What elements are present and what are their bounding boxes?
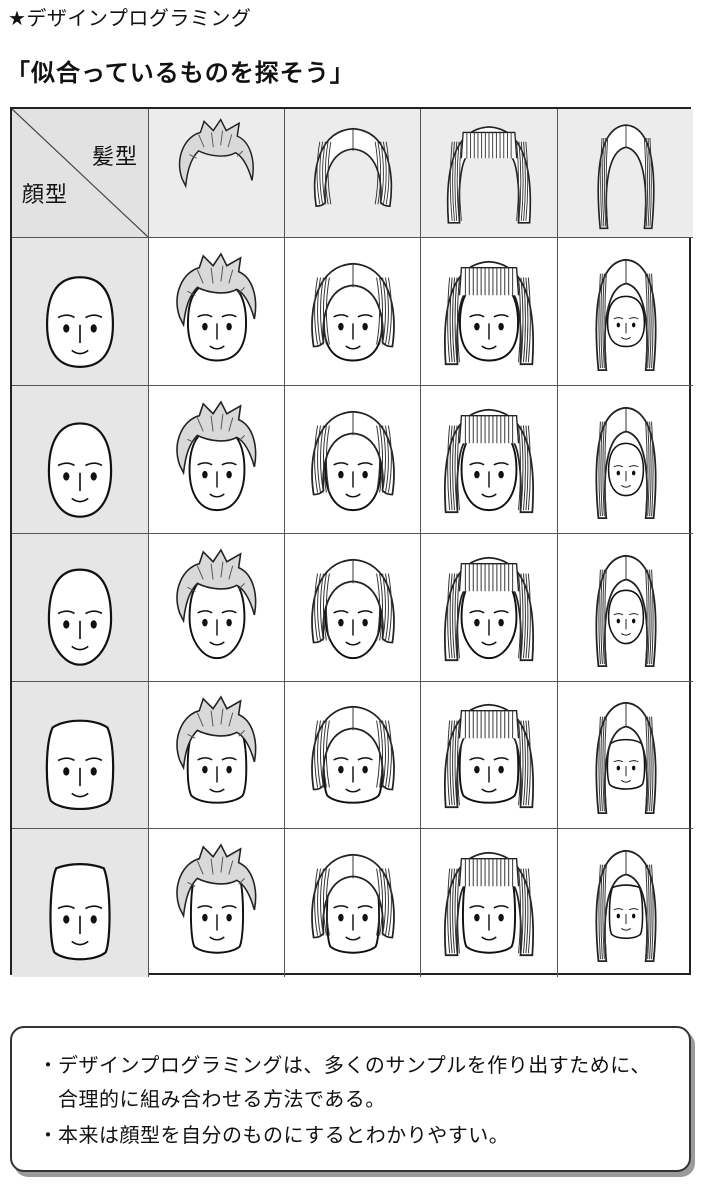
face-with-hair-illustration: [594, 701, 657, 814]
combination-cell: [285, 238, 421, 386]
face-with-hair-illustration: [310, 853, 395, 954]
section-heading: ★デザインプログラミング: [8, 6, 252, 30]
hair-header-cell: [285, 109, 421, 238]
page-title: 「似合っているものを探そう」: [6, 59, 355, 87]
combination-cell: [285, 829, 421, 977]
face-hair-matrix: 髪型 顔型: [10, 107, 693, 977]
face-header-cell: [12, 238, 149, 386]
round-face-icon: [45, 275, 115, 368]
egg-face-icon: [47, 568, 113, 666]
spiky-short-hair-icon: [178, 118, 254, 189]
combination-cell: [149, 386, 285, 534]
notes-box: ・ デザインプログラミングは、多くのサンプルを作り出すために、合理的に組み合わせ…: [10, 1026, 691, 1172]
corner-header: 髪型 顔型: [12, 109, 149, 238]
face-header-cell: [12, 682, 149, 829]
face-with-hair-illustration: [310, 262, 395, 361]
combination-cell: [421, 534, 558, 682]
face-header-cell: [12, 386, 149, 534]
face-with-hair-illustration: [444, 260, 534, 365]
face-with-hair-illustration: [594, 258, 657, 371]
note-item-1: ・ デザインプログラミングは、多くのサンプルを作り出すために、合理的に組み合わせ…: [38, 1048, 663, 1116]
straight-long-hair-icon: [596, 124, 655, 230]
face-header-cell: [12, 829, 149, 977]
face-with-hair-illustration: [310, 410, 395, 511]
combination-cell: [149, 534, 285, 682]
oval-face-icon: [47, 421, 113, 518]
combination-cell: [421, 238, 558, 386]
face-with-hair-illustration: [175, 695, 256, 804]
face-with-hair-illustration: [310, 705, 395, 804]
face-with-hair-illustration: [175, 251, 256, 361]
bullet: ・: [38, 1053, 59, 1077]
diagonal-divider: [12, 109, 148, 237]
face-with-hair-illustration: [310, 558, 395, 659]
combination-cell: [149, 238, 285, 386]
combination-cell: [285, 682, 421, 829]
combination-cell: [149, 682, 285, 829]
bullet: ・: [38, 1123, 59, 1147]
face-with-hair-illustration: [444, 851, 534, 957]
face-with-hair-illustration: [175, 547, 256, 659]
combination-cell: [149, 829, 285, 977]
note-text-2: 本来は顔型を自分のものにするとわかりやすい。: [58, 1123, 510, 1147]
combination-cell: [421, 829, 558, 977]
face-type-label: 顔型: [22, 183, 69, 208]
face-with-hair-illustration: [175, 843, 256, 954]
combination-cell: [558, 238, 693, 386]
combination-cell: [558, 386, 693, 534]
combination-cell: [285, 534, 421, 682]
face-with-hair-illustration: [594, 849, 657, 962]
combination-cell: [558, 829, 693, 977]
face-header-cell: [12, 534, 149, 682]
combination-cell: [558, 682, 693, 829]
hair-type-label: 髪型: [91, 145, 138, 170]
face-with-hair-illustration: [444, 703, 534, 809]
hair-header-cell: [421, 109, 558, 238]
hair-header-cell: [149, 109, 285, 238]
combination-cell: [558, 534, 693, 682]
bangs-long-hair-icon: [446, 126, 532, 224]
face-with-hair-illustration: [594, 554, 657, 667]
bob-hair-icon: [313, 127, 392, 208]
face-with-hair-illustration: [444, 408, 534, 513]
note-item-2: ・ 本来は顔型を自分のものにするとわかりやすい。: [38, 1118, 663, 1152]
face-with-hair-illustration: [444, 556, 534, 661]
face-with-hair-illustration: [594, 406, 657, 519]
note-text-1: デザインプログラミングは、多くのサンプルを作り出すために、合理的に組み合わせる方…: [58, 1053, 651, 1111]
face-with-hair-illustration: [175, 399, 256, 511]
combination-cell: [421, 682, 558, 829]
rectangle-face-icon: [49, 863, 111, 961]
square-face-icon: [45, 719, 115, 810]
combination-cell: [285, 386, 421, 534]
combination-cell: [421, 386, 558, 534]
hair-header-cell: [558, 109, 693, 238]
